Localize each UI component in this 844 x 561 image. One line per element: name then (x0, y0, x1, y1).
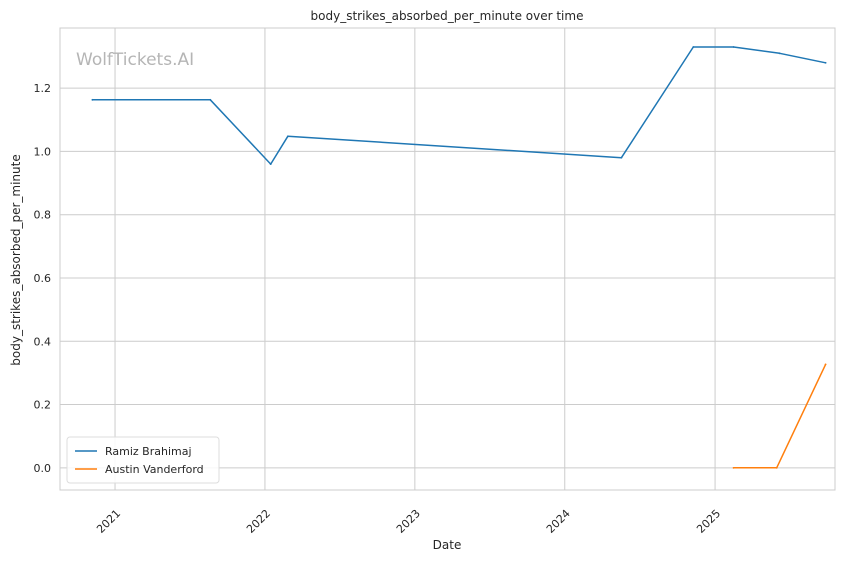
legend-label-1: Austin Vanderford (105, 463, 204, 476)
data-point (287, 135, 289, 138)
data-point (824, 61, 827, 64)
data-point (824, 363, 827, 366)
y-tick-label: 0.6 (34, 272, 52, 285)
chart-title: body_strikes_absorbed_per_minute over ti… (311, 9, 584, 23)
data-point (209, 98, 212, 101)
plot-frame (59, 27, 836, 491)
y-tick-label: 1.0 (34, 145, 52, 158)
y-tick-label: 0.2 (34, 399, 52, 412)
x-axis-label: Date (433, 538, 462, 552)
data-point (269, 163, 272, 165)
data-point (778, 52, 781, 55)
data-point (732, 46, 735, 48)
data-point (692, 46, 695, 48)
data-point (775, 466, 778, 469)
y-axis-label: body_strikes_absorbed_per_minute (9, 154, 23, 365)
data-point (732, 466, 735, 469)
data-point (620, 156, 623, 159)
watermark: WolfTickets.AI (76, 50, 194, 70)
data-point (91, 98, 94, 101)
legend-box (66, 436, 220, 484)
legend: Ramiz Brahimaj Austin Vanderford (66, 436, 220, 484)
y-tick-label: 1.2 (34, 82, 52, 95)
legend-label-0: Ramiz Brahimaj (105, 445, 192, 458)
y-tick-label: 0.0 (34, 462, 52, 475)
y-tick-label: 0.8 (34, 209, 52, 222)
y-tick-label: 0.4 (34, 335, 52, 348)
